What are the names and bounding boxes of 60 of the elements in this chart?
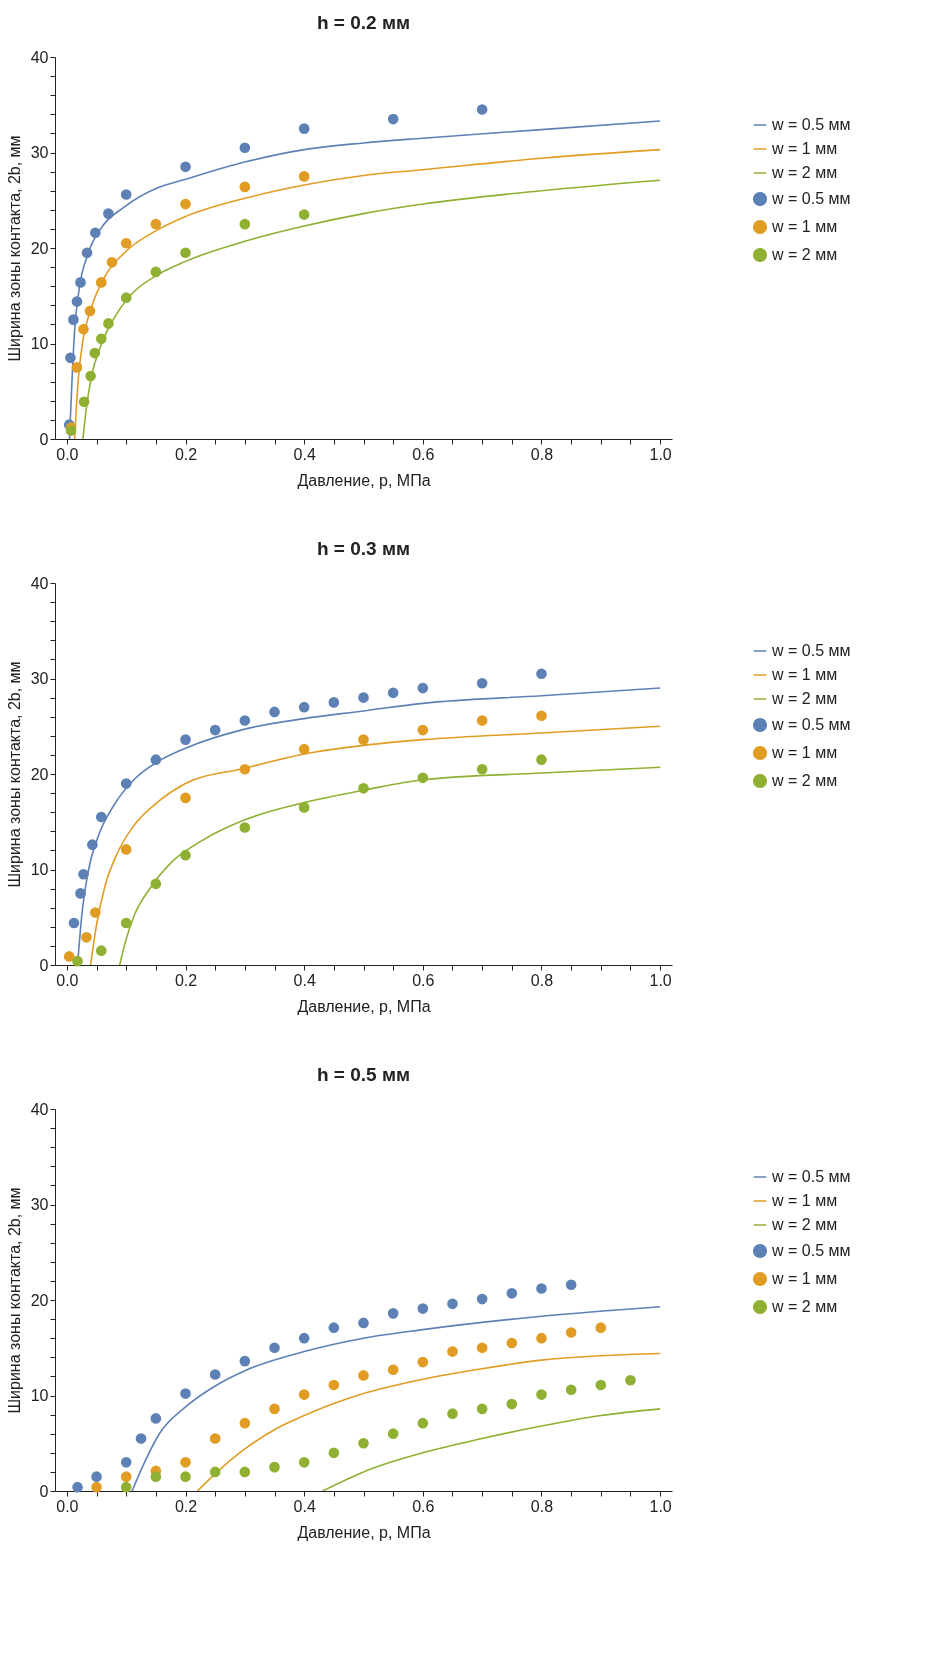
x-tick-label: 0.6 — [412, 971, 435, 989]
y-tick-label: 40 — [30, 48, 49, 66]
legend-label: w = 0.5 мм — [771, 1242, 851, 1259]
y-tick-label: 0 — [39, 1482, 49, 1500]
x-tick-label: 0.0 — [56, 1497, 79, 1515]
x-tick-label: 1.0 — [649, 971, 672, 989]
x-axis-title: Давление, p, МПа — [297, 1523, 431, 1541]
y-axis-title: Ширина зоны контакта, 2b, мм — [5, 135, 23, 362]
y-tick-label: 30 — [30, 144, 49, 161]
y-tick-label: 20 — [30, 239, 49, 257]
x-tick-label: 0.0 — [56, 445, 79, 463]
y-tick-label: 0 — [39, 430, 49, 448]
y-tick-label: 30 — [30, 1196, 49, 1213]
chart-title: h = 0.3 мм — [316, 538, 411, 559]
legend-label: w = 1 мм — [771, 140, 838, 157]
legend-label: w = 1 мм — [771, 744, 838, 761]
y-tick-label: 30 — [30, 670, 49, 687]
legend-label: w = 1 мм — [771, 1192, 838, 1209]
y-tick-label: 0 — [39, 956, 49, 974]
y-tick-label: 10 — [30, 1387, 49, 1404]
x-tick-label: 0.8 — [530, 971, 554, 989]
x-tick-label: 0.2 — [174, 445, 198, 463]
legend-label: w = 0.5 мм — [771, 642, 851, 659]
legend-label: w = 2 мм — [771, 690, 838, 707]
y-tick-label: 10 — [30, 861, 49, 878]
x-tick-label: 0.6 — [412, 445, 435, 463]
x-tick-label: 0.4 — [293, 971, 316, 989]
x-tick-label: 0.8 — [530, 445, 554, 463]
x-tick-label: 0.4 — [293, 1497, 316, 1515]
x-axis-title: Давление, p, МПа — [297, 471, 431, 489]
legend-label: w = 1 мм — [771, 666, 838, 683]
y-tick-label: 20 — [30, 1291, 49, 1309]
legend-label: w = 2 мм — [771, 1298, 838, 1315]
x-axis-title: Давление, p, МПа — [297, 997, 431, 1015]
legend-label: w = 0.5 мм — [771, 116, 851, 133]
x-tick-label: 1.0 — [649, 1497, 672, 1515]
legend-label: w = 0.5 мм — [771, 190, 851, 207]
y-tick-label: 20 — [30, 765, 49, 783]
chart-title: h = 0.5 мм — [316, 1064, 411, 1085]
y-tick-label: 40 — [30, 1100, 49, 1118]
legend-label: w = 0.5 мм — [771, 716, 851, 733]
legend-label: w = 1 мм — [771, 218, 838, 235]
legend-label: w = 2 мм — [771, 772, 838, 789]
y-tick-label: 10 — [30, 335, 49, 352]
legend-label: w = 0.5 мм — [771, 1168, 851, 1185]
legend-label: w = 2 мм — [771, 246, 838, 263]
x-tick-label: 1.0 — [649, 445, 672, 463]
x-tick-label: 0.2 — [174, 971, 198, 989]
y-axis-title: Ширина зоны контакта, 2b, мм — [5, 661, 23, 888]
y-tick-label: 40 — [30, 574, 49, 592]
x-tick-label: 0.4 — [293, 445, 316, 463]
x-tick-label: 0.2 — [174, 1497, 198, 1515]
legend-label: w = 2 мм — [771, 164, 838, 181]
y-axis-title: Ширина зоны контакта, 2b, мм — [5, 1187, 23, 1414]
chart-title: h = 0.2 мм — [316, 12, 411, 33]
legend-label: w = 1 мм — [771, 1270, 838, 1287]
x-tick-label: 0.6 — [412, 1497, 435, 1515]
legend-label: w = 2 мм — [771, 1216, 838, 1233]
x-tick-label: 0.0 — [56, 971, 79, 989]
x-tick-label: 0.8 — [530, 1497, 554, 1515]
